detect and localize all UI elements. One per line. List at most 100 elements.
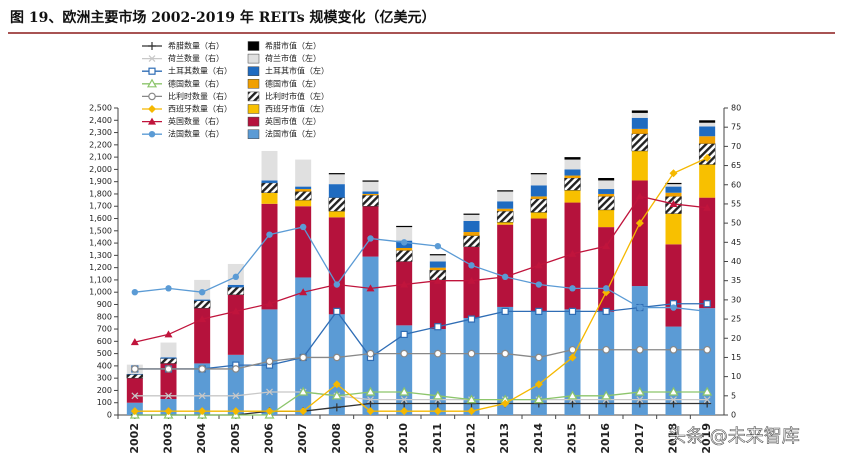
x-tick-label: 2010 xyxy=(397,423,410,454)
marker xyxy=(467,349,476,358)
y-tick-label: 1,700 xyxy=(89,202,112,211)
bar-segment xyxy=(496,210,514,223)
marker xyxy=(636,345,644,354)
marker xyxy=(333,307,341,315)
marker xyxy=(534,380,543,389)
bar-segment xyxy=(294,191,312,201)
marker xyxy=(433,276,442,284)
bar-segment xyxy=(126,373,143,375)
y-tick-label: 0 xyxy=(107,411,112,420)
legend-label: 西班牙市值（左） xyxy=(265,104,329,114)
bar-segment xyxy=(497,222,514,225)
marker xyxy=(535,307,543,315)
legend-label: 土耳其市值（左） xyxy=(265,66,329,76)
legend-swatch xyxy=(247,41,260,51)
legend-swatch xyxy=(247,104,260,114)
y-tick-label: 2,100 xyxy=(89,153,112,162)
marker xyxy=(602,242,611,250)
x-tick-label: 2008 xyxy=(330,423,343,454)
bar-segment xyxy=(396,225,413,228)
y-tick-label: 200 xyxy=(97,386,112,395)
x-tick-label: 2013 xyxy=(498,423,511,454)
bar-segment xyxy=(126,378,143,403)
marker xyxy=(703,203,712,211)
marker xyxy=(400,396,408,404)
marker xyxy=(232,273,240,281)
bar-segment xyxy=(463,317,480,415)
y-tick-label: 1,300 xyxy=(89,251,112,260)
bar-segment xyxy=(631,128,648,134)
line-series xyxy=(134,402,708,416)
bar-segment xyxy=(160,358,177,364)
bar-segment xyxy=(598,189,615,194)
marker xyxy=(467,276,476,284)
legend-swatch xyxy=(247,91,260,102)
marker xyxy=(298,386,309,396)
marker xyxy=(669,169,678,178)
bar-segment xyxy=(463,214,480,221)
y-tick-label: 2,300 xyxy=(89,128,112,137)
bar-segment xyxy=(295,277,312,415)
bar-segment xyxy=(699,197,716,309)
bar-segment xyxy=(665,244,682,327)
bar-segment xyxy=(295,186,312,190)
y2-tick-label: 30 xyxy=(731,295,741,304)
marker xyxy=(333,281,341,288)
bar-segment xyxy=(631,133,649,152)
bar-segment xyxy=(193,300,211,309)
marker xyxy=(399,386,410,396)
marker xyxy=(164,365,173,373)
bar-segment xyxy=(429,255,446,262)
marker xyxy=(533,394,544,404)
legend-label: 比利时数量（右） xyxy=(168,91,232,101)
bar-segment xyxy=(699,120,716,123)
y2-tick-label: 50 xyxy=(731,219,741,228)
marker xyxy=(165,285,172,292)
bar-segment xyxy=(362,191,379,194)
marker xyxy=(299,407,308,416)
marker xyxy=(331,390,342,400)
legend-label: 希腊市值（左） xyxy=(265,41,321,51)
marker xyxy=(148,67,156,75)
x-tick-label: 2015 xyxy=(566,423,579,454)
x-tick-label: 2007 xyxy=(296,423,309,454)
marker xyxy=(148,55,156,63)
y2-tick-label: 10 xyxy=(731,372,741,381)
marker xyxy=(148,105,156,113)
bar-segment xyxy=(665,182,682,185)
x-tick-label: 2006 xyxy=(263,423,276,454)
y2-tick-label: 15 xyxy=(731,353,741,362)
marker xyxy=(231,307,240,315)
marker xyxy=(400,399,409,408)
legend-label: 德国市值（左） xyxy=(265,78,321,88)
bar-segment xyxy=(598,227,615,312)
bar-segment xyxy=(497,191,514,202)
y2-tick-label: 55 xyxy=(731,199,741,208)
marker xyxy=(333,353,341,362)
legend-label: 英国数量（右） xyxy=(168,116,224,126)
marker xyxy=(332,380,341,389)
marker xyxy=(198,365,206,373)
bar-segment xyxy=(597,196,615,211)
legend-label: 比利时市值（左） xyxy=(265,91,329,101)
marker xyxy=(433,407,442,416)
marker xyxy=(434,323,442,331)
line-series xyxy=(134,391,708,401)
marker xyxy=(668,386,679,396)
marker xyxy=(198,315,207,323)
y-tick-label: 500 xyxy=(97,349,112,358)
legend-label: 荷兰数量（右） xyxy=(168,53,224,63)
line-series xyxy=(134,157,708,412)
bar-segment xyxy=(396,261,413,326)
y2-tick-label: 80 xyxy=(731,104,741,113)
marker xyxy=(669,399,678,408)
marker xyxy=(231,407,240,416)
bar-segment xyxy=(699,308,716,415)
marker xyxy=(265,299,274,307)
marker xyxy=(366,284,375,292)
bar-segment xyxy=(362,193,379,196)
bar-segment xyxy=(463,220,480,233)
bar-segment xyxy=(564,159,581,170)
bar-segment xyxy=(631,112,648,118)
